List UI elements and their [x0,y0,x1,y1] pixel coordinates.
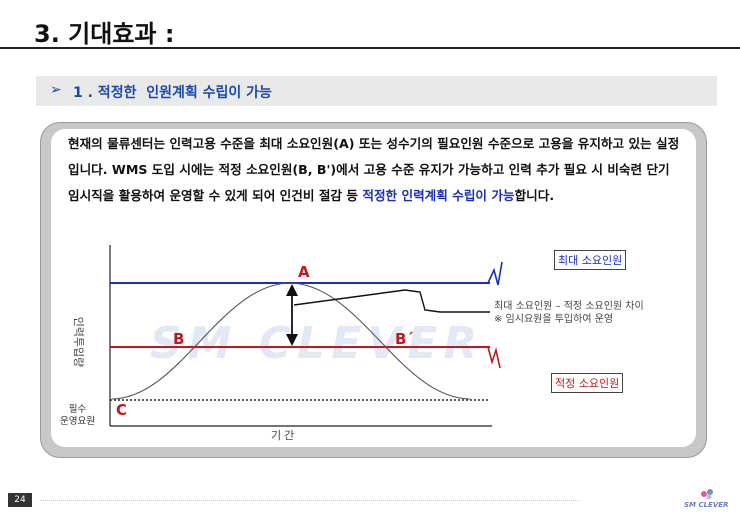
watermark-logo: SM CLEVER [150,318,484,369]
point-b-prime-label: B´ [395,330,414,348]
point-a-label: A [298,263,310,281]
demand-curve [111,282,471,400]
min-line-break [487,346,501,369]
body-highlight: 적정한 인력계획 수립이 가능 [362,188,515,203]
y-axis-label: 인력투입량 [72,316,85,368]
brand-flower-icon [701,489,713,500]
x-axis-label: 기간 [271,429,298,442]
essential-line1: 필수 [68,404,87,415]
point-b-label: B [173,330,185,348]
optimal-staff-label: 적정 소요인원 [551,373,624,393]
callout-connector [293,289,490,313]
section-header: ➢ 1 . 적정한 인원계획 수립이 가능 [36,76,717,106]
gap-arrow-top-icon [286,284,298,296]
body-text-before: 현재의 물류센터는 인력고용 수준을 최대 소요인원(A) 또는 성수기의 필요… [68,136,680,203]
gap-arrow-bottom-icon [286,334,298,346]
gap-note: 최대 소요인원 – 적정 소요인원 차이 ※ 임시요원을 투입하여 운영 [494,300,644,326]
max-line-break [487,261,503,286]
section-title: 1 . 적정한 인원계획 수립이 가능 [73,85,272,101]
body-paragraph: 현재의 물류센터는 인력고용 수준을 최대 소요인원(A) 또는 성수기의 필요… [68,131,680,209]
footer-brand: SM CLEVER [684,501,729,509]
gap-note-line1: 최대 소요인원 – 적정 소요인원 차이 [494,301,644,312]
max-staff-label: 최대 소요인원 [554,250,627,270]
footer-divider [40,500,580,501]
body-text-after: 합니다. [514,188,555,203]
essential-staff-label: 필수 운영요원 [60,404,95,428]
page-title: 3. 기대효과 : [34,20,175,48]
gap-note-line2: ※ 임시요원을 투입하여 운영 [494,314,614,325]
page-number: 24 [8,493,32,507]
essential-line2: 운영요원 [60,416,95,427]
content-panel-inner [51,129,696,447]
content-panel [40,122,707,458]
point-c-label: C [116,401,128,419]
title-divider [0,47,740,49]
arrow-bullet-icon: ➢ [50,82,62,98]
